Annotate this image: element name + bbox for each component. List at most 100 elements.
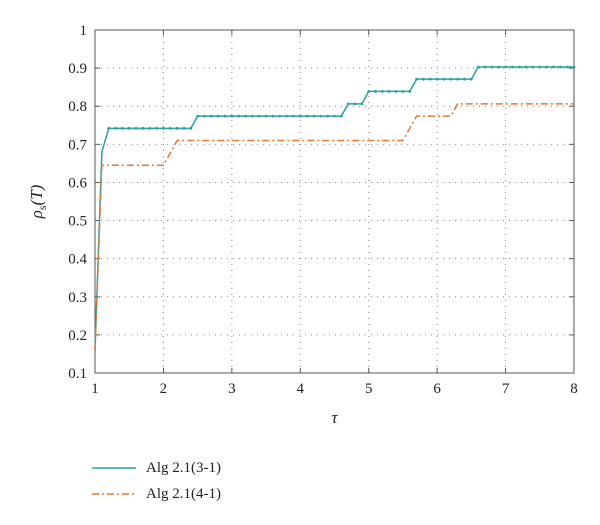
y-tick-label: 0.6 [68, 175, 87, 191]
series-point-0 [558, 65, 562, 69]
series-point-0 [442, 77, 446, 81]
series-point-0 [223, 114, 227, 118]
series-point-0 [511, 65, 514, 69]
y-tick-label: 0.7 [68, 137, 87, 153]
axis-ticks: 1 2 3 4 5 6 7 8 0.1 0.2 0.3 0.4 0.5 0.6 0.7 0.8 0.9 1 [68, 23, 578, 397]
series-point-0 [292, 114, 295, 118]
series-point-0 [141, 126, 145, 130]
series-point-0 [162, 126, 165, 130]
series-point-0 [394, 89, 398, 93]
series-point-0 [367, 89, 371, 93]
series-point-0 [408, 89, 412, 93]
series-point-0 [463, 77, 466, 81]
y-tick-label: 1 [80, 23, 88, 39]
series-point-0 [517, 65, 521, 69]
series-point-0 [545, 65, 549, 69]
series-point-0 [456, 77, 460, 81]
x-tick-label: 5 [365, 381, 373, 397]
series-point-0 [237, 114, 241, 118]
series-point-0 [298, 114, 302, 118]
series-point-0 [490, 65, 494, 69]
series-point-0 [209, 114, 213, 118]
legend-label-alg-4-1: Alg 2.1(4-1) [146, 485, 221, 502]
series-point-0 [155, 126, 158, 130]
legend-entry-alg-3-1: Alg 2.1(3-1) [92, 455, 221, 481]
series-point-0 [326, 114, 330, 118]
series-point-0 [148, 126, 152, 130]
series-point-0 [250, 114, 254, 118]
series-point-0 [285, 114, 288, 118]
x-axis-label: τ [331, 408, 338, 427]
series-point-0 [374, 89, 377, 93]
series-point-0 [134, 126, 138, 130]
series-point-0 [435, 77, 439, 81]
y-axis-label-main: ρ [27, 210, 46, 219]
y-tick-label: 0.1 [68, 366, 87, 382]
series-point-0 [469, 77, 473, 81]
y-tick-label: 0.5 [68, 214, 87, 230]
y-tick-label: 0.9 [68, 61, 87, 77]
series-point-0 [114, 126, 117, 130]
series-point-0 [278, 114, 282, 118]
series-point-0 [182, 126, 186, 130]
x-tick-label: 6 [433, 381, 441, 397]
x-tick-label: 3 [228, 381, 236, 397]
series-point-0 [168, 126, 172, 130]
series-point-0 [271, 114, 275, 118]
series-point-0 [538, 65, 542, 69]
y-axis-label-sub: s [35, 205, 49, 210]
series-point-0 [264, 114, 268, 118]
series-point-0 [127, 126, 131, 130]
series-point-0 [360, 102, 364, 106]
x-tick-label: 8 [570, 381, 578, 397]
series-point-0 [175, 126, 179, 130]
y-tick-label: 0.2 [68, 328, 87, 344]
series-point-0 [319, 114, 323, 118]
y-tick-label: 0.3 [68, 290, 87, 306]
y-tick-label: 0.4 [68, 252, 87, 268]
y-axis-label-arg: (T) [27, 184, 46, 205]
series-point-0 [216, 114, 220, 118]
legend-swatch-alg-3-1 [92, 467, 136, 469]
series-point-0 [552, 65, 555, 69]
series-point-0 [312, 114, 316, 118]
series-point-0 [531, 65, 535, 69]
series-point-0 [422, 77, 425, 81]
data-series [94, 65, 576, 351]
legend-swatch-alg-4-1 [92, 493, 136, 495]
x-tick-label: 4 [297, 381, 305, 397]
series-point-0 [415, 77, 419, 81]
series-point-0 [483, 65, 487, 69]
series-point-0 [120, 126, 124, 130]
series-point-0 [572, 65, 576, 69]
series-point-0 [565, 65, 569, 69]
x-tick-label: 7 [502, 381, 510, 397]
series-point-0 [387, 89, 391, 93]
legend-entry-alg-4-1: Alg 2.1(4-1) [92, 481, 221, 507]
series-point-0 [203, 114, 206, 118]
series-point-0 [333, 114, 336, 118]
series-point-0 [305, 114, 309, 118]
series-point-0 [346, 102, 350, 106]
y-tick-label: 0.8 [68, 99, 87, 115]
series-point-0 [524, 65, 528, 69]
series-point-0 [244, 114, 247, 118]
series-point-0 [339, 114, 343, 118]
series-point-0 [189, 126, 193, 130]
series-point-0 [504, 65, 507, 69]
y-axis-label: ρs(T) [27, 184, 49, 219]
series-point-0 [476, 65, 480, 69]
series-point-0 [107, 126, 111, 130]
series-line-1 [94, 103, 574, 351]
series-point-0 [196, 114, 200, 118]
legend: Alg 2.1(3-1) Alg 2.1(4-1) [92, 455, 221, 507]
series-point-0 [449, 77, 453, 81]
x-tick-label: 2 [160, 381, 168, 397]
grid-lines [95, 30, 574, 373]
x-tick-label: 1 [91, 381, 99, 397]
series-point-0 [381, 89, 384, 93]
plot-frame [94, 29, 575, 374]
series-point-0 [230, 114, 234, 118]
series-point-0 [257, 114, 261, 118]
